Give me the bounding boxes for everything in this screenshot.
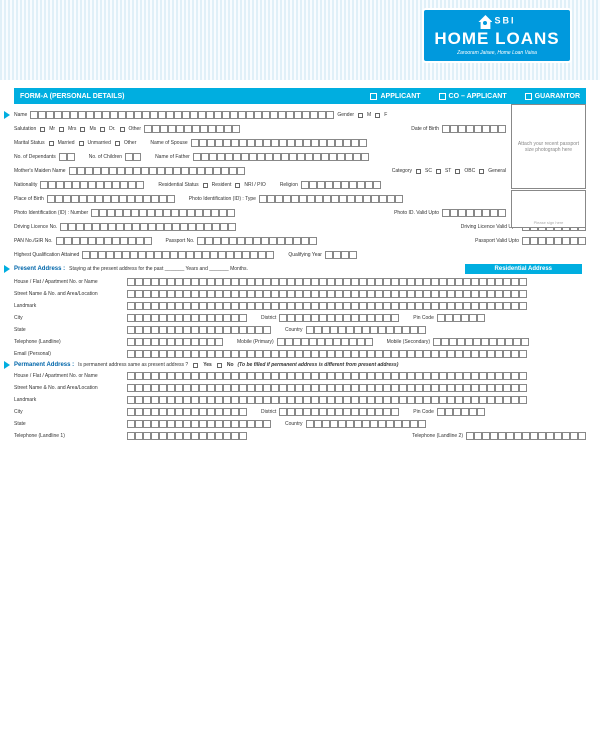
salutation-label: Salutation [14,126,36,132]
checkbox-icon[interactable] [370,93,377,100]
signature-box: Please sign here [511,190,586,228]
opt-guarantor: GUARANTOR [535,93,580,100]
checkbox-icon[interactable] [439,93,446,100]
form-title: FORM-A (PERSONAL DETAILS) [20,93,124,100]
name-label: Name [14,112,27,118]
logo-title: HOME LOANS [434,29,559,49]
mother-input[interactable] [69,167,245,175]
father-input[interactable] [193,153,369,161]
gender-label: Gender [337,112,354,118]
dob-input[interactable] [442,125,506,133]
checkbox-icon[interactable] [358,113,363,118]
name-input[interactable] [30,111,334,119]
arrow-icon [4,265,10,273]
salutation-other-input[interactable] [144,125,240,133]
checkbox-icon[interactable] [525,93,532,100]
spouse-input[interactable] [191,139,367,147]
checkbox-icon[interactable] [375,113,380,118]
photo-placeholder: Attach your recent passport size photogr… [511,104,586,189]
arrow-icon [4,361,10,369]
header-stripe: SBI HOME LOANS Zaroorат Jaisee, Home Loa… [0,0,600,80]
opt-applicant: APPLICANT [380,93,420,100]
form-page: SBI HOME LOANS Zaroorат Jaisee, Home Loa… [0,0,600,730]
dob-label: Date of Birth [411,126,439,132]
present-address-heading: Present Address : [14,266,65,272]
residential-address-box: Residential Address [465,264,582,274]
sbi-logo: SBI HOME LOANS Zaroorат Jaisee, Home Loa… [422,8,572,63]
logo-brand: SBI [494,15,515,25]
house-icon [478,15,492,29]
opt-coapplicant: CO – APPLICANT [449,93,507,100]
permanent-address-heading: Permanent Address : [14,362,74,368]
logo-tagline: Zaroorат Jaisee, Home Loan Vaisa [457,50,537,56]
form-header: FORM-A (PERSONAL DETAILS) APPLICANT CO –… [14,88,586,104]
arrow-icon [4,111,10,119]
